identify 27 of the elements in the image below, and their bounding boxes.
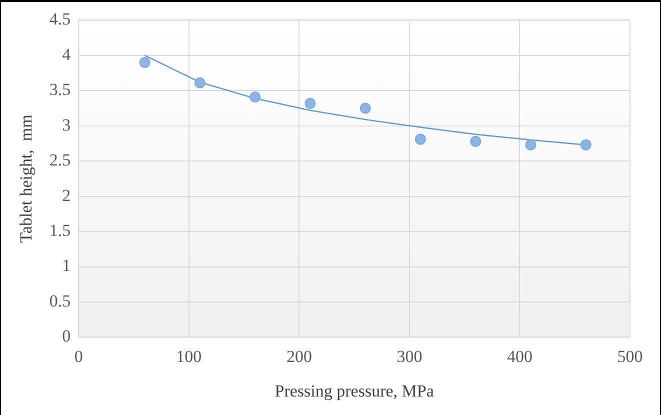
y-tick-label: 1 (62, 256, 71, 276)
point (525, 139, 536, 150)
point (250, 91, 261, 102)
y-tick-label: 3 (62, 115, 71, 134)
x-tick-label: 100 (176, 346, 202, 366)
y-tick-label: 2.5 (49, 150, 71, 170)
y-axis-title: Tablet height, mm (16, 114, 36, 243)
point (414, 134, 426, 145)
y-tick-label: 3.5 (49, 80, 71, 100)
y-tick-label: 1.5 (49, 221, 71, 240)
x-tick-label: 300 (396, 346, 422, 366)
y-tick-label: 4 (62, 44, 72, 64)
y-tick-label: 0 (62, 326, 71, 346)
point (139, 56, 150, 68)
y-tick-label: 2 (62, 186, 71, 205)
point (360, 102, 371, 114)
y-tick-label: 4.5 (49, 10, 71, 29)
x-tick-label: 500 (617, 346, 643, 366)
x-tick-label: 200 (286, 346, 312, 366)
x-tick-label: 0 (74, 346, 83, 366)
point (470, 136, 482, 147)
point (194, 77, 206, 88)
point (580, 139, 592, 150)
x-axis-title: Pressing pressure, MPa (274, 381, 434, 400)
y-tick-label: 0.5 (49, 291, 71, 310)
point (304, 98, 316, 109)
x-tick-label: 400 (506, 346, 532, 366)
